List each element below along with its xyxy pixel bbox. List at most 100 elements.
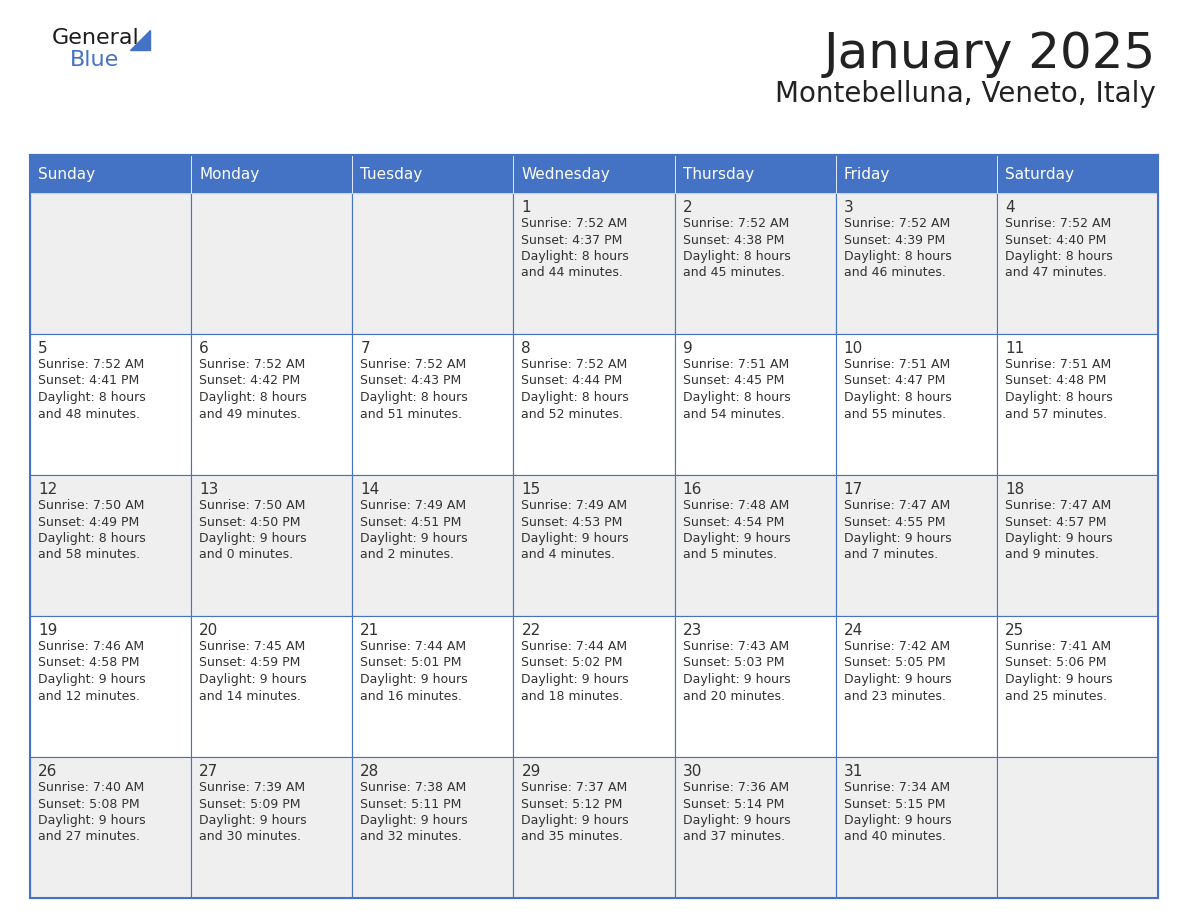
- Text: Sunset: 4:37 PM: Sunset: 4:37 PM: [522, 233, 623, 247]
- Text: Sunset: 5:14 PM: Sunset: 5:14 PM: [683, 798, 784, 811]
- Text: Sunrise: 7:52 AM: Sunrise: 7:52 AM: [522, 358, 627, 371]
- Text: Daylight: 9 hours: Daylight: 9 hours: [360, 673, 468, 686]
- Text: Daylight: 9 hours: Daylight: 9 hours: [843, 814, 952, 827]
- Bar: [30, 334, 191, 475]
- Text: Sunrise: 7:52 AM: Sunrise: 7:52 AM: [200, 358, 305, 371]
- Bar: [675, 475, 835, 616]
- Bar: [30, 757, 191, 898]
- Text: 5: 5: [38, 341, 48, 356]
- Text: Wednesday: Wednesday: [522, 166, 611, 182]
- Text: Daylight: 8 hours: Daylight: 8 hours: [843, 250, 952, 263]
- Text: Sunset: 4:58 PM: Sunset: 4:58 PM: [38, 656, 139, 669]
- Text: Sunrise: 7:37 AM: Sunrise: 7:37 AM: [522, 781, 627, 794]
- Text: and 51 minutes.: and 51 minutes.: [360, 408, 462, 420]
- Text: 9: 9: [683, 341, 693, 356]
- Bar: [30, 475, 191, 616]
- Text: and 12 minutes.: and 12 minutes.: [38, 689, 140, 702]
- Text: Sunset: 4:41 PM: Sunset: 4:41 PM: [38, 375, 139, 387]
- Text: Sunset: 5:03 PM: Sunset: 5:03 PM: [683, 656, 784, 669]
- Text: 25: 25: [1005, 623, 1024, 638]
- Text: Sunrise: 7:38 AM: Sunrise: 7:38 AM: [360, 781, 467, 794]
- Text: Sunrise: 7:34 AM: Sunrise: 7:34 AM: [843, 781, 950, 794]
- Text: Sunset: 5:12 PM: Sunset: 5:12 PM: [522, 798, 623, 811]
- Text: and 54 minutes.: and 54 minutes.: [683, 408, 784, 420]
- Text: Daylight: 9 hours: Daylight: 9 hours: [200, 532, 307, 545]
- Text: Friday: Friday: [843, 166, 890, 182]
- Text: Sunset: 4:57 PM: Sunset: 4:57 PM: [1005, 516, 1106, 529]
- Text: Daylight: 8 hours: Daylight: 8 hours: [1005, 250, 1113, 263]
- Text: Sunset: 4:43 PM: Sunset: 4:43 PM: [360, 375, 461, 387]
- Text: Sunset: 4:44 PM: Sunset: 4:44 PM: [522, 375, 623, 387]
- Bar: [191, 616, 353, 757]
- Text: Sunday: Sunday: [38, 166, 95, 182]
- Bar: [30, 616, 191, 757]
- Bar: [191, 193, 353, 334]
- Text: Sunset: 4:54 PM: Sunset: 4:54 PM: [683, 516, 784, 529]
- Bar: [353, 757, 513, 898]
- Text: Sunrise: 7:52 AM: Sunrise: 7:52 AM: [360, 358, 467, 371]
- Text: 10: 10: [843, 341, 862, 356]
- Text: Daylight: 8 hours: Daylight: 8 hours: [683, 391, 790, 404]
- Text: Blue: Blue: [70, 50, 119, 70]
- Text: Daylight: 9 hours: Daylight: 9 hours: [683, 532, 790, 545]
- Text: and 40 minutes.: and 40 minutes.: [843, 831, 946, 844]
- Text: Sunrise: 7:36 AM: Sunrise: 7:36 AM: [683, 781, 789, 794]
- Bar: [835, 616, 997, 757]
- Text: and 2 minutes.: and 2 minutes.: [360, 548, 454, 562]
- Text: Daylight: 8 hours: Daylight: 8 hours: [683, 250, 790, 263]
- Text: and 18 minutes.: and 18 minutes.: [522, 689, 624, 702]
- Text: 8: 8: [522, 341, 531, 356]
- Bar: [675, 155, 835, 193]
- Text: Sunset: 5:15 PM: Sunset: 5:15 PM: [843, 798, 946, 811]
- Text: Sunset: 4:50 PM: Sunset: 4:50 PM: [200, 516, 301, 529]
- Text: Daylight: 8 hours: Daylight: 8 hours: [522, 250, 630, 263]
- Text: Daylight: 9 hours: Daylight: 9 hours: [843, 532, 952, 545]
- Text: Daylight: 8 hours: Daylight: 8 hours: [38, 391, 146, 404]
- Text: Daylight: 9 hours: Daylight: 9 hours: [683, 814, 790, 827]
- Bar: [191, 334, 353, 475]
- Text: Sunset: 4:51 PM: Sunset: 4:51 PM: [360, 516, 462, 529]
- Text: Sunrise: 7:51 AM: Sunrise: 7:51 AM: [683, 358, 789, 371]
- Bar: [513, 475, 675, 616]
- Text: and 58 minutes.: and 58 minutes.: [38, 548, 140, 562]
- Text: Daylight: 8 hours: Daylight: 8 hours: [1005, 391, 1113, 404]
- Text: Daylight: 9 hours: Daylight: 9 hours: [38, 814, 146, 827]
- Text: 15: 15: [522, 482, 541, 497]
- Bar: [513, 193, 675, 334]
- Text: Sunrise: 7:40 AM: Sunrise: 7:40 AM: [38, 781, 144, 794]
- Text: Tuesday: Tuesday: [360, 166, 423, 182]
- Text: and 5 minutes.: and 5 minutes.: [683, 548, 777, 562]
- Text: Sunrise: 7:45 AM: Sunrise: 7:45 AM: [200, 640, 305, 653]
- Text: Sunrise: 7:52 AM: Sunrise: 7:52 AM: [843, 217, 950, 230]
- Text: and 9 minutes.: and 9 minutes.: [1005, 548, 1099, 562]
- Text: and 7 minutes.: and 7 minutes.: [843, 548, 937, 562]
- Text: Sunrise: 7:48 AM: Sunrise: 7:48 AM: [683, 499, 789, 512]
- Text: 30: 30: [683, 764, 702, 779]
- Text: 22: 22: [522, 623, 541, 638]
- Text: 12: 12: [38, 482, 57, 497]
- Text: Saturday: Saturday: [1005, 166, 1074, 182]
- Text: Sunset: 5:11 PM: Sunset: 5:11 PM: [360, 798, 462, 811]
- Text: 23: 23: [683, 623, 702, 638]
- Polygon shape: [129, 30, 150, 50]
- Text: 14: 14: [360, 482, 379, 497]
- Text: and 37 minutes.: and 37 minutes.: [683, 831, 784, 844]
- Text: Sunrise: 7:49 AM: Sunrise: 7:49 AM: [522, 499, 627, 512]
- Text: Sunrise: 7:46 AM: Sunrise: 7:46 AM: [38, 640, 144, 653]
- Text: Daylight: 8 hours: Daylight: 8 hours: [200, 391, 307, 404]
- Text: 31: 31: [843, 764, 864, 779]
- Bar: [835, 334, 997, 475]
- Text: Sunset: 4:59 PM: Sunset: 4:59 PM: [200, 656, 301, 669]
- Text: Sunrise: 7:50 AM: Sunrise: 7:50 AM: [38, 499, 145, 512]
- Text: 21: 21: [360, 623, 379, 638]
- Text: 20: 20: [200, 623, 219, 638]
- Bar: [675, 193, 835, 334]
- Text: Daylight: 9 hours: Daylight: 9 hours: [683, 673, 790, 686]
- Bar: [835, 757, 997, 898]
- Text: and 20 minutes.: and 20 minutes.: [683, 689, 784, 702]
- Text: 17: 17: [843, 482, 862, 497]
- Text: 26: 26: [38, 764, 57, 779]
- Text: and 47 minutes.: and 47 minutes.: [1005, 266, 1107, 279]
- Text: 19: 19: [38, 623, 57, 638]
- Bar: [353, 616, 513, 757]
